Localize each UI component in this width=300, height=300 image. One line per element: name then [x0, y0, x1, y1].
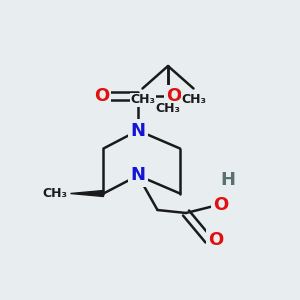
Polygon shape — [70, 190, 104, 196]
Text: CH₃: CH₃ — [155, 102, 181, 115]
Text: CH₃: CH₃ — [43, 187, 68, 200]
Text: O: O — [213, 196, 228, 214]
Text: H: H — [220, 171, 236, 189]
Text: CH₃: CH₃ — [130, 93, 155, 106]
Text: O: O — [208, 231, 224, 249]
Text: O: O — [166, 87, 181, 105]
Text: N: N — [130, 122, 146, 140]
Text: N: N — [130, 167, 146, 184]
Text: O: O — [94, 87, 109, 105]
Text: CH₃: CH₃ — [181, 93, 206, 106]
